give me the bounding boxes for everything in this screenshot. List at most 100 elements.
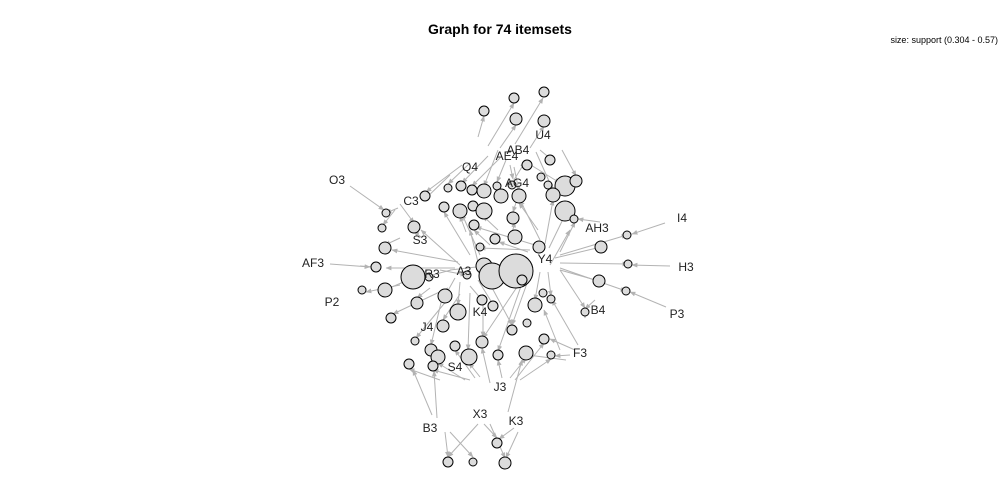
rule-edge [559,234,628,256]
itemset-node [546,294,556,304]
itemset-node [532,240,546,254]
itemset-node [475,242,485,252]
item-label-j4: J4 [421,320,434,334]
itemset-node [521,159,533,171]
item-label-ab4: AB4 [507,143,530,157]
item-label-c3: C3 [403,194,419,208]
itemset-node [443,183,453,193]
itemset-node [438,201,450,213]
itemset-node [410,336,420,346]
item-label-a3: A3 [457,264,472,278]
rule-edge [444,431,450,458]
itemset-node [478,105,490,117]
itemset-node [621,286,631,296]
itemset-node [449,340,461,352]
itemset-node [537,114,551,128]
item-label-b4: B4 [591,303,606,317]
item-label-b3: B3 [423,421,438,435]
rule-edge [505,431,519,459]
itemset-node [546,350,556,360]
itemset-node [622,230,632,240]
itemset-node [508,92,520,104]
rule-edge [518,202,539,231]
itemset-node [410,296,424,310]
itemset-node [543,180,553,190]
item-label-j3: J3 [494,380,507,394]
rule-edge [499,124,517,149]
rule-edge [559,221,576,253]
itemset-node [475,202,493,220]
itemset-node [436,319,450,333]
itemset-node [592,274,606,288]
rule-edge [559,269,600,282]
rule-edge [459,215,467,233]
rule-edge [533,271,541,301]
itemset-node [491,437,503,449]
rule-edge [529,125,545,149]
rule-edge [468,362,481,378]
itemset-node [377,223,387,233]
itemset-node [377,282,393,298]
itemset-node [489,233,501,245]
itemset-node [536,172,546,182]
itemset-node [538,288,548,298]
rule-edge [631,262,671,268]
rule-edge [543,309,561,351]
rule-edge [480,347,491,384]
item-label-o3: O3 [329,173,345,187]
item-label-h3: H3 [678,260,694,274]
rule-edge [496,359,503,379]
rule-edge [513,166,521,192]
rule-edge [420,229,461,266]
itemset-node [522,318,532,328]
rule-edge [449,431,474,458]
rule-edge [559,269,586,309]
itemset-node [455,180,467,192]
itemset-node [468,457,478,467]
item-label-r3: R3 [424,267,440,281]
rule-edge [391,248,459,263]
item-label-q4: Q4 [462,160,478,174]
itemset-node [403,358,415,370]
rule-edge [382,209,396,226]
rule-edge [631,222,666,235]
itemset-node [506,211,520,225]
rule-edge [498,241,529,253]
item-label-af3: AF3 [302,256,324,270]
item-label-y4: Y4 [538,252,553,266]
rule-edge [447,162,471,185]
itemset-node [400,264,426,290]
itemset-node [580,307,590,317]
itemset-node [476,183,492,199]
rule-edge [507,359,523,413]
itemset-node [407,220,421,234]
rule-edge [465,292,471,351]
item-label-p2: P2 [325,295,340,309]
itemset-node [511,188,527,204]
chart-title: Graph for 74 itemsets [428,21,572,37]
rule-edge [473,229,491,246]
itemset-node [462,270,472,280]
rule-edge [399,203,415,224]
itemset-node [569,214,579,224]
item-label-i4: I4 [677,211,687,225]
rule-edge [496,159,507,183]
itemset-node [498,456,512,470]
item-label-u4: U4 [535,128,551,142]
rule-edge [475,226,536,246]
rule-edge [456,281,461,306]
itemset-node [498,253,534,289]
rule-edge [549,229,571,266]
itemset-node [357,285,367,295]
rule-edge [514,97,544,145]
rule-edge [468,229,479,263]
rule-edge [549,338,576,351]
itemset-node [468,219,480,231]
itemset-node [623,259,633,269]
rule-edge [489,283,513,326]
item-label-f3: F3 [573,346,587,360]
itemset-node [370,261,382,273]
itemset-node [460,348,478,366]
